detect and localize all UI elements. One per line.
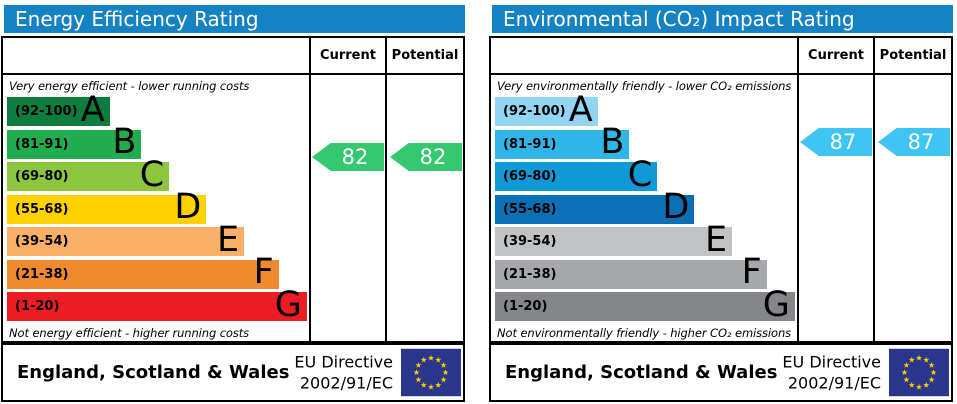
band-range-label: (39-54)	[15, 234, 69, 249]
band-range-label: (21-38)	[15, 266, 69, 282]
band-range-label: (55-68)	[503, 201, 557, 217]
rating-table: Current Potential Very environmentally f…	[489, 36, 953, 343]
footer: England, Scotland & Wales EU Directive 2…	[1, 343, 465, 402]
band-range-label: (81-91)	[503, 136, 557, 152]
band-f: (21-38) F	[7, 255, 279, 290]
rating-bands: (92-100) A (81-91) B (69-80) C (55-68) D…	[7, 92, 309, 325]
band-b: (81-91) B	[495, 125, 630, 160]
header-divider	[491, 73, 951, 75]
band-a: (92-100) A	[495, 92, 598, 127]
band-f: (21-38) F	[495, 255, 767, 290]
energy-efficiency-panel: Energy Efficiency Rating Current Potenti…	[1, 0, 467, 404]
eu-directive-label: EU Directive 2002/91/EC	[782, 351, 881, 393]
potential-rating-arrow: 87	[878, 128, 950, 156]
band-letter: G	[762, 284, 790, 325]
band-range-label: (69-80)	[503, 169, 557, 184]
band-g: (1-20) G	[7, 287, 307, 322]
band-letter: F	[741, 252, 762, 293]
current-column-header: Current	[320, 48, 376, 63]
potential-rating-arrow: 82	[390, 143, 462, 171]
band-range-label: (92-100)	[503, 104, 566, 119]
band-letter: F	[253, 252, 274, 293]
band-range-label: (81-91)	[15, 136, 69, 152]
rating-bands: (92-100) A (81-91) B (69-80) C (55-68) D…	[495, 92, 797, 325]
band-range-label: (69-80)	[15, 169, 69, 184]
band-letter: D	[174, 187, 202, 228]
panel-title-bar: Energy Efficiency Rating	[4, 5, 465, 33]
band-range-label: (92-100)	[15, 104, 78, 119]
bottom-note: Not energy efficient - higher running co…	[9, 326, 250, 340]
band-letter: B	[112, 122, 137, 163]
band-range-label: (1-20)	[15, 299, 60, 314]
band-c: (69-80) C	[7, 157, 170, 192]
band-range-label: (55-68)	[15, 201, 69, 217]
panel-title-bar: Environmental (CO₂) Impact Rating	[492, 5, 953, 33]
band-letter: D	[662, 187, 690, 228]
header-divider	[3, 73, 463, 75]
band-range-label: (1-20)	[503, 299, 548, 314]
column-divider	[309, 38, 311, 341]
bottom-note: Not environmentally friendly - higher CO…	[497, 326, 792, 340]
top-note: Very environmentally friendly - lower CO…	[497, 79, 792, 93]
rating-table: Current Potential Very energy efficient …	[1, 36, 465, 343]
potential-column-header: Potential	[879, 48, 947, 63]
eu-flag-icon	[889, 348, 949, 397]
band-e: (39-54) E	[495, 222, 733, 257]
region-label: England, Scotland & Wales	[17, 362, 290, 383]
region-label: England, Scotland & Wales	[505, 362, 778, 383]
band-a: (92-100) A	[7, 92, 110, 127]
band-letter: E	[216, 219, 240, 260]
band-letter: B	[600, 122, 625, 163]
band-letter: C	[139, 154, 165, 195]
band-d: (55-68) D	[7, 190, 207, 225]
column-divider	[873, 38, 875, 341]
current-rating-arrow: 87	[800, 128, 872, 156]
band-c: (69-80) C	[495, 157, 658, 192]
current-rating-arrow: 82	[312, 143, 384, 171]
band-e: (39-54) E	[7, 222, 245, 257]
band-letter: G	[274, 284, 302, 325]
top-note: Very energy efficient - lower running co…	[9, 79, 250, 93]
current-column-header: Current	[808, 48, 864, 63]
potential-column-header: Potential	[391, 48, 459, 63]
band-letter: E	[704, 219, 728, 260]
footer: England, Scotland & Wales EU Directive 2…	[489, 343, 953, 402]
band-letter: A	[568, 89, 593, 130]
band-range-label: (21-38)	[503, 266, 557, 282]
environmental-impact-panel: Environmental (CO₂) Impact Rating Curren…	[489, 0, 955, 404]
panel-title: Energy Efficiency Rating	[15, 7, 259, 31]
eu-directive-label: EU Directive 2002/91/EC	[294, 351, 393, 393]
band-b: (81-91) B	[7, 125, 142, 160]
eu-flag-icon	[401, 348, 461, 397]
column-divider	[385, 38, 387, 341]
band-range-label: (39-54)	[503, 234, 557, 249]
band-g: (1-20) G	[495, 287, 795, 322]
band-letter: A	[80, 89, 105, 130]
column-divider	[797, 38, 799, 341]
band-d: (55-68) D	[495, 190, 695, 225]
panel-title: Environmental (CO₂) Impact Rating	[503, 7, 855, 31]
band-letter: C	[627, 154, 653, 195]
